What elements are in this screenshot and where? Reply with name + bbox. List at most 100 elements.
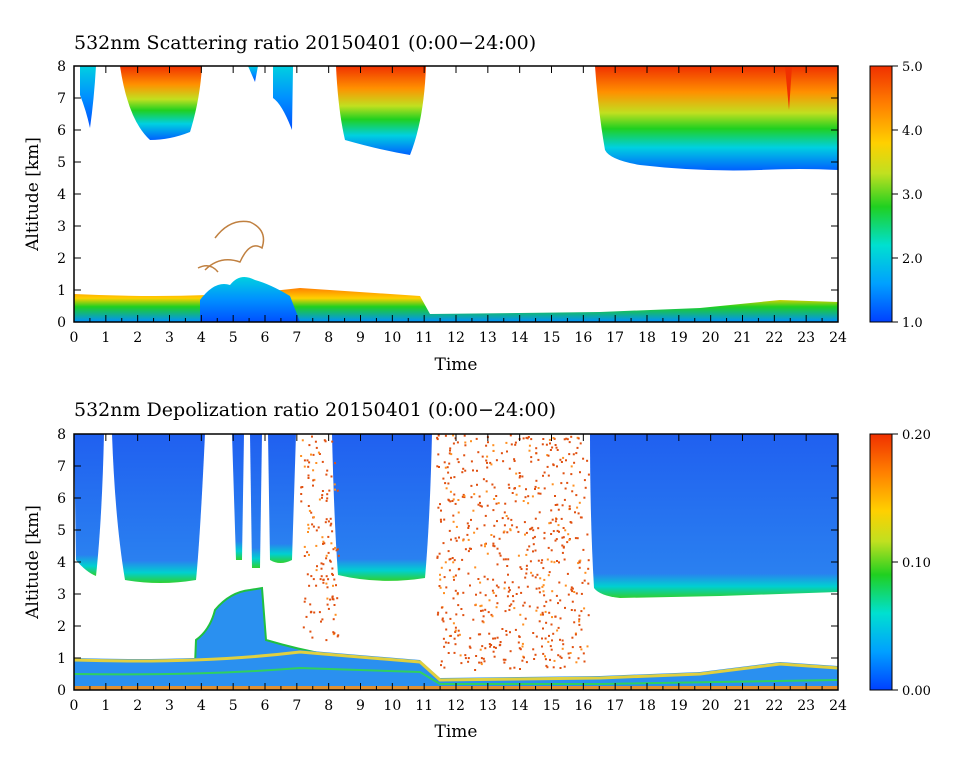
speckle-dot <box>467 572 470 575</box>
speckle-dot <box>332 631 335 634</box>
speckle-dot <box>464 657 467 660</box>
speckle-dot <box>532 537 535 540</box>
speckle-dot <box>566 572 569 575</box>
y-tick-label: 0 <box>57 683 66 699</box>
speckle-dot <box>333 578 336 581</box>
speckle-dot <box>584 486 587 489</box>
panel1-aerosol-bumps <box>200 276 300 322</box>
panel2-cloud-e <box>268 434 296 563</box>
speckle-dot <box>451 557 454 559</box>
speckle-dot <box>556 629 559 632</box>
speckle-dot <box>336 635 339 638</box>
speckle-dot <box>456 592 459 595</box>
speckle-dot <box>560 517 563 520</box>
speckle-dot <box>443 461 446 464</box>
speckle-dot <box>457 499 460 501</box>
speckle-dot <box>323 542 326 545</box>
speckle-dot <box>436 555 439 558</box>
speckle-dot <box>450 476 452 479</box>
speckle-dot <box>322 540 325 543</box>
speckle-dot <box>556 465 558 468</box>
speckle-dot <box>539 613 542 616</box>
speckle-dot <box>474 669 477 671</box>
speckle-dot <box>560 656 563 659</box>
colorbar-label: 4.0 <box>902 124 923 139</box>
speckle-dot <box>484 647 487 650</box>
speckle-dot <box>332 618 335 621</box>
speckle-dot <box>531 574 534 577</box>
speckle-dot <box>542 438 545 440</box>
speckle-dot <box>307 477 310 479</box>
speckle-dot <box>322 581 325 584</box>
speckle-dot <box>470 496 473 499</box>
speckle-dot <box>532 543 535 546</box>
speckle-dot <box>484 594 487 597</box>
x-tick-label: 17 <box>606 330 624 346</box>
speckle-dot <box>308 509 311 512</box>
speckle-dot <box>540 561 543 564</box>
x-tick-label: 2 <box>133 330 142 346</box>
speckle-dot <box>561 647 564 650</box>
speckle-dot <box>575 592 578 595</box>
speckle-dot <box>542 627 544 630</box>
speckle-dot <box>450 453 453 456</box>
speckle-dot <box>558 530 560 533</box>
speckle-dot <box>500 452 503 455</box>
speckle-dot <box>486 461 488 464</box>
speckle-dot <box>464 548 467 551</box>
speckle-dot <box>535 587 538 590</box>
speckle-dot <box>483 575 486 578</box>
speckle-dot <box>511 524 514 527</box>
speckle-dot <box>503 581 506 584</box>
x-tick-label: 15 <box>543 330 561 346</box>
speckle-dot <box>576 446 579 449</box>
speckle-dot <box>472 509 475 512</box>
x-tick-label: 11 <box>415 698 433 714</box>
speckle-dot <box>582 548 585 551</box>
speckle-dot <box>442 477 445 480</box>
speckle-dot <box>484 608 487 611</box>
speckle-dot <box>576 436 579 439</box>
speckle-dot <box>492 578 495 581</box>
speckle-dot <box>582 652 585 655</box>
speckle-dot <box>318 498 321 501</box>
speckle-dot <box>579 516 582 519</box>
speckle-dot <box>308 461 311 464</box>
speckle-dot <box>321 460 324 463</box>
speckle-dot <box>572 484 575 487</box>
speckle-dot <box>556 449 559 451</box>
speckle-dot <box>519 668 521 670</box>
speckle-dot <box>519 566 522 569</box>
speckle-dot <box>310 610 313 613</box>
speckle-dot <box>546 558 549 561</box>
speckle-dot <box>569 521 572 523</box>
speckle-dot <box>307 474 310 477</box>
speckle-dot <box>309 603 312 606</box>
speckle-dot <box>307 531 309 533</box>
speckle-dot <box>310 511 313 514</box>
speckle-dot <box>327 551 330 554</box>
speckle-dot <box>575 452 578 455</box>
speckle-dot <box>329 524 332 527</box>
speckle-dot <box>485 490 488 493</box>
speckle-dot <box>523 656 525 659</box>
speckle-dot <box>449 500 452 503</box>
speckle-dot <box>481 620 484 623</box>
speckle-dot <box>561 504 564 507</box>
y-tick-label: 5 <box>57 523 66 539</box>
speckle-dot <box>532 529 535 532</box>
speckle-dot <box>571 636 574 639</box>
speckle-dot <box>492 509 495 512</box>
speckle-dot <box>522 500 525 502</box>
speckle-dot <box>525 553 528 556</box>
speckle-dot <box>574 537 577 540</box>
speckle-dot <box>484 514 487 517</box>
speckle-dot <box>521 475 524 478</box>
speckle-dot <box>452 561 455 564</box>
speckle-dot <box>445 628 448 631</box>
speckle-dot <box>496 636 499 639</box>
speckle-dot <box>587 567 590 570</box>
speckle-dot <box>303 459 306 462</box>
speckle-dot <box>557 654 560 657</box>
speckle-dot <box>490 644 493 646</box>
